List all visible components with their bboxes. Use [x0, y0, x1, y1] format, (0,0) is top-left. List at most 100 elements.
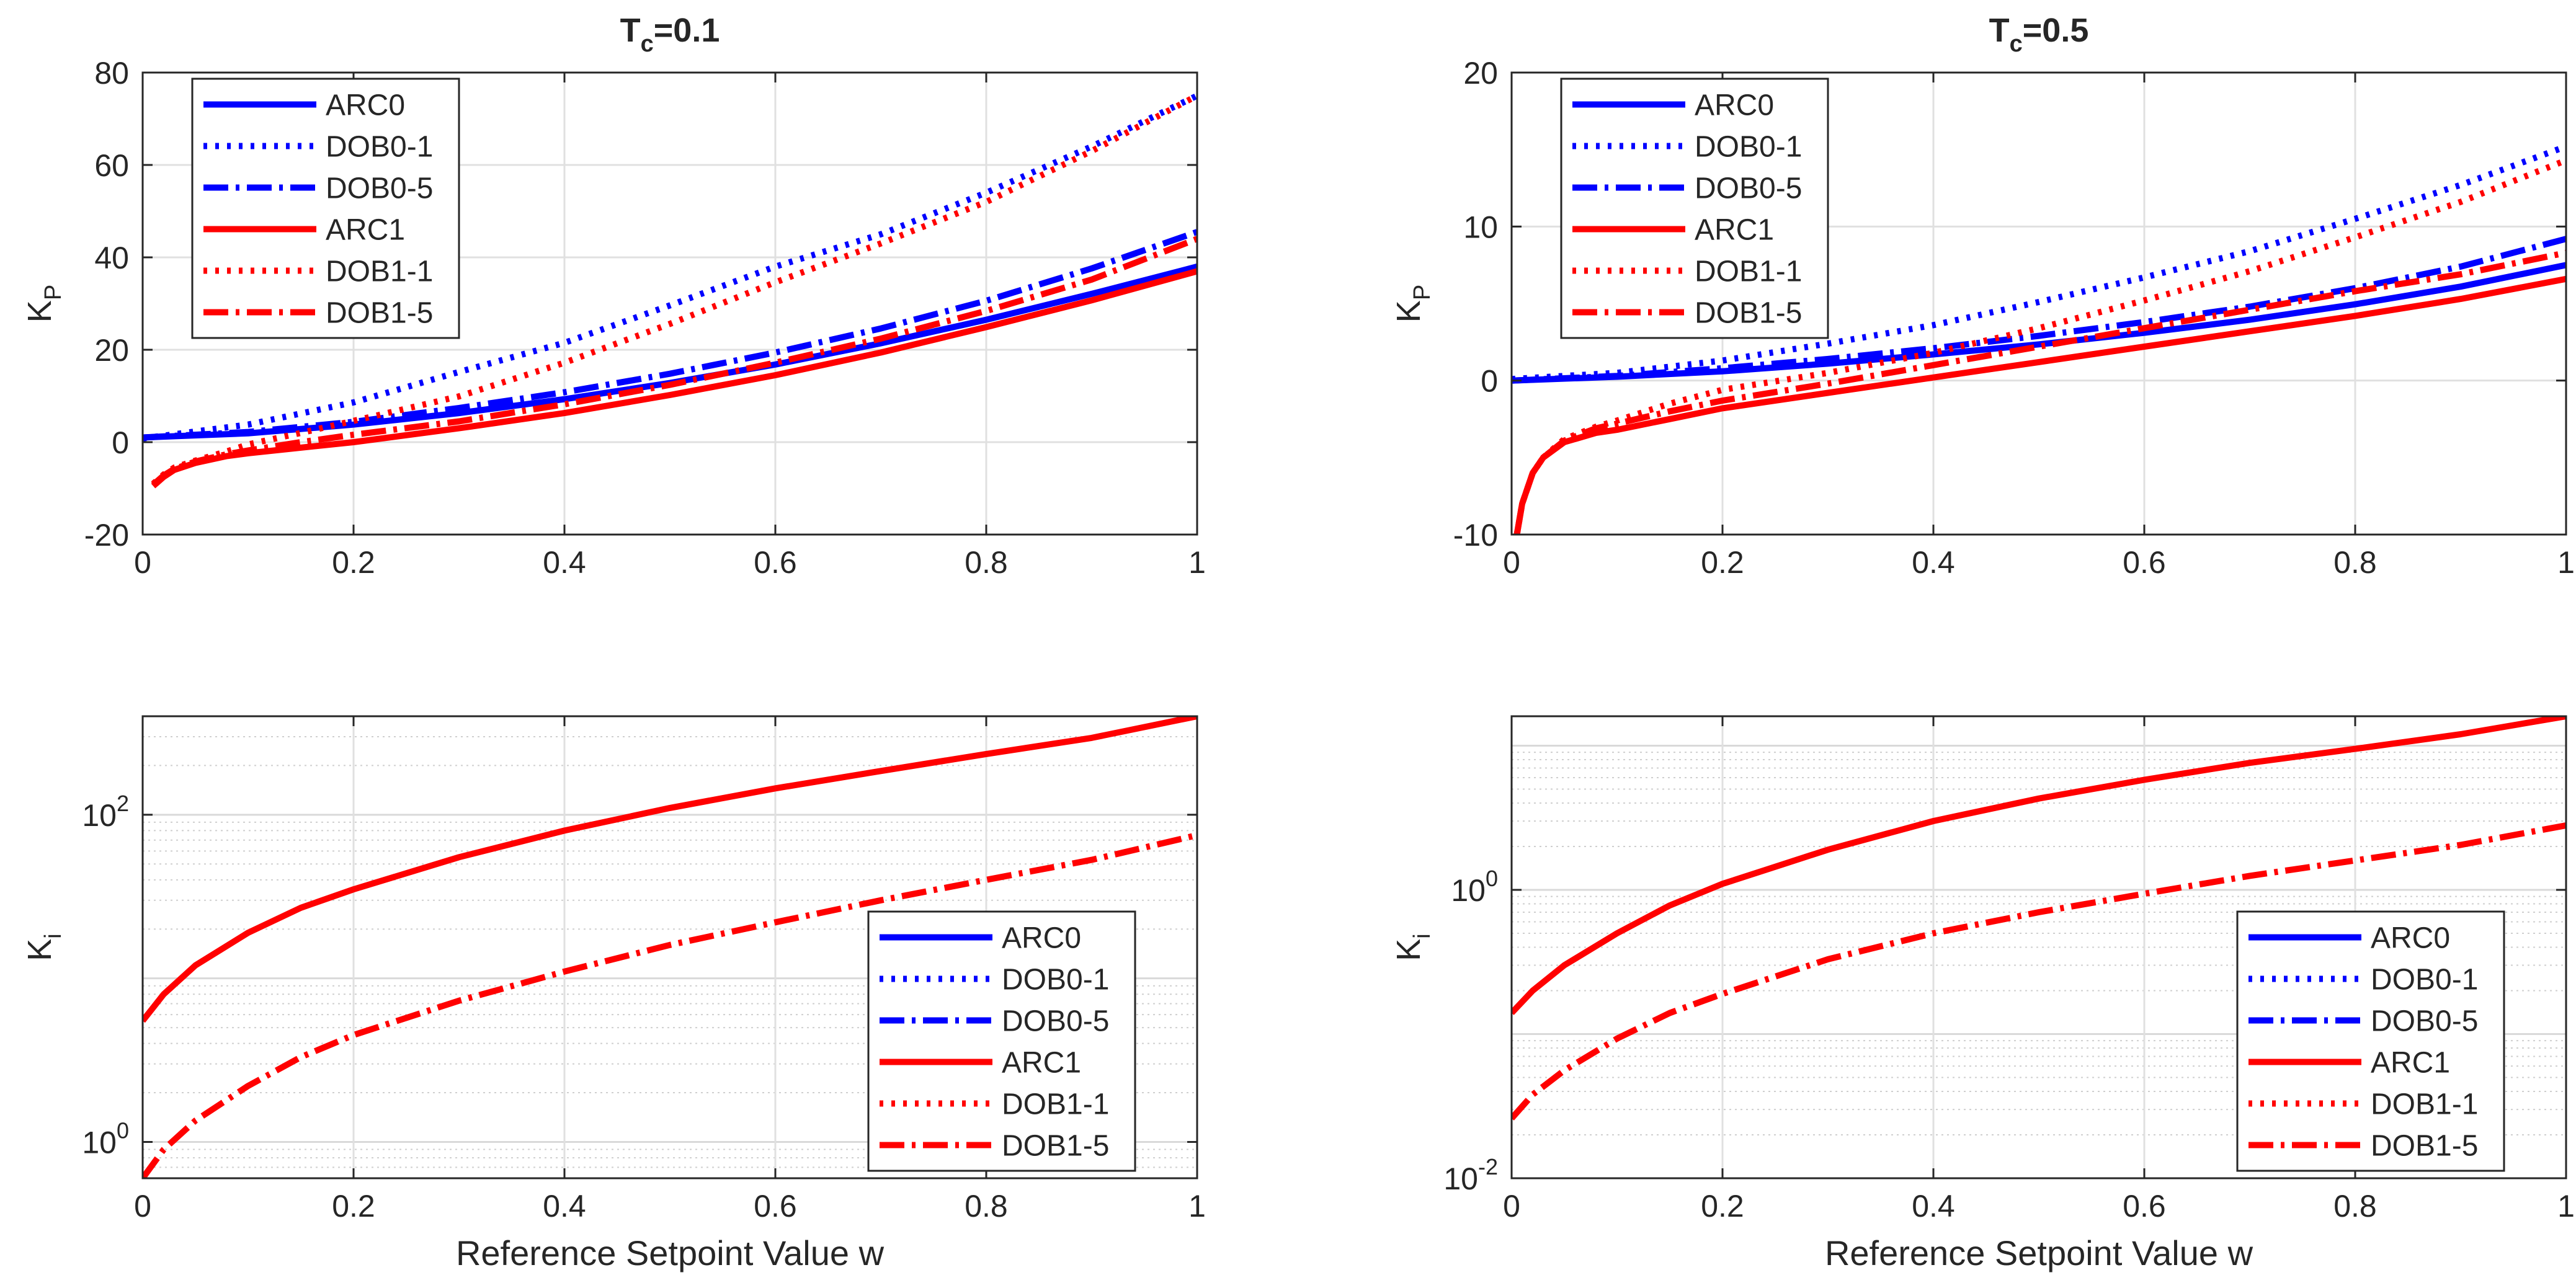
series-group — [143, 92, 1197, 489]
y-tick-label: 20 — [94, 333, 129, 368]
legend-label-dob0-1: DOB0-1 — [1695, 131, 1802, 164]
x-tick-label: 0.4 — [543, 545, 586, 580]
series-arc1-line — [1512, 716, 2566, 1015]
legend-box — [867, 910, 1136, 1172]
series-dob1-5-line — [1513, 249, 2566, 535]
panel-kp-tc01: 0 0.2 0.4 0.6 0.8 1-20020406080KPTc=0.1ARC0DO… — [21, 12, 1206, 580]
y-tick-label: 10-2 — [1443, 1154, 1498, 1196]
series-dob1-1-line — [151, 92, 1197, 486]
legend-label-arc1: ARC1 — [2371, 1047, 2450, 1080]
y-tick-label: 100 — [82, 1117, 129, 1160]
x-tick-label: 1 — [2557, 1189, 2575, 1224]
x-tick-label: 0.6 — [2123, 545, 2166, 580]
legend-label-dob1-1: DOB1-1 — [1002, 1088, 1109, 1121]
y-tick-label: 80 — [94, 56, 129, 91]
axes-box — [141, 71, 1198, 536]
x-tick-label: 1 — [1188, 1189, 1206, 1224]
series-group — [143, 716, 1197, 1178]
x-tick-label: 0 — [134, 1189, 151, 1224]
y-axis-label: KP — [1390, 285, 1435, 322]
series-group — [1512, 143, 2566, 535]
x-tick-label: 0.8 — [2333, 1189, 2377, 1224]
x-axis-label: Reference Setpoint Value w — [456, 1233, 885, 1272]
y-tick-label: 100 — [1451, 866, 1498, 908]
legend-label-dob0-1: DOB0-1 — [1002, 964, 1109, 997]
legend-label-arc1: ARC1 — [1695, 214, 1774, 247]
legend-label-arc0: ARC0 — [2371, 922, 2450, 955]
legend-label-dob0-1: DOB0-1 — [326, 131, 433, 164]
y-axis-label: KP — [21, 285, 66, 322]
series-dob0-1-line — [1512, 143, 2566, 383]
legend-label-dob1-1: DOB1-1 — [2371, 1088, 2478, 1121]
x-tick-label: 0.6 — [2123, 1189, 2166, 1224]
series-arc1-line — [143, 716, 1197, 1023]
x-tick-label: 0.2 — [1701, 1189, 1744, 1224]
x-tick-label: 0.2 — [1701, 545, 1744, 580]
panel-title: Tc=0.5 — [1989, 12, 2089, 57]
x-tick-label: 0.4 — [543, 1189, 586, 1224]
legend-label-dob0-1: DOB0-1 — [2371, 964, 2478, 997]
legend-box — [191, 78, 460, 339]
legend: ARC0 DOB0-1 DOB0-5 ARC1 DOB1-1 DOB1-5 — [2236, 910, 2505, 1172]
y-axis-label: Ki — [1390, 933, 1435, 961]
legend-label-dob0-5: DOB0-5 — [1695, 172, 1802, 205]
legend-label-dob0-5: DOB0-5 — [1002, 1005, 1109, 1038]
y-tick-label: -10 — [1453, 518, 1498, 553]
y-tick-label: 0 — [1481, 364, 1498, 399]
panel-ki-tc05: 0 0.2 0.4 0.6 0.8 1 10-2 100 Ki Reference Setpoin… — [1390, 715, 2575, 1272]
legend-label-arc0: ARC0 — [1695, 89, 1774, 122]
axes-box — [141, 715, 1198, 1179]
x-tick-label: 0.4 — [1912, 1189, 1955, 1224]
axes-box — [1510, 71, 2567, 536]
x-tick-label: 0 — [1503, 1189, 1520, 1224]
x-tick-label: 0 — [134, 545, 151, 580]
x-tick-label: 1 — [1188, 545, 1206, 580]
legend-label-arc1: ARC1 — [326, 214, 405, 247]
series-dob0-1-line — [143, 92, 1197, 442]
legend-label-arc0: ARC0 — [1002, 922, 1081, 955]
legend: ARC0 DOB0-1 DOB0-5 ARC1 DOB1-1 DOB1-5 — [1560, 78, 1829, 339]
legend-label-dob1-5: DOB1-5 — [2371, 1130, 2478, 1163]
legend-label-dob1-1: DOB1-1 — [1695, 255, 1802, 288]
legend-box — [1560, 78, 1829, 339]
legend-label-dob1-1: DOB1-1 — [326, 255, 433, 288]
y-axis-label: Ki — [21, 933, 66, 961]
y-tick-label: 20 — [1463, 56, 1498, 91]
y-tick-label: -20 — [84, 518, 129, 553]
y-tick-label: 60 — [94, 148, 129, 183]
legend-label-arc1: ARC1 — [1002, 1047, 1081, 1080]
y-tick-label: 102 — [82, 791, 129, 833]
legend: ARC0 DOB0-1 DOB0-5 ARC1 DOB1-1 DOB1-5 — [867, 910, 1136, 1172]
series-group — [1512, 716, 2566, 1121]
x-tick-label: 1 — [2557, 545, 2575, 580]
x-axis-label: Reference Setpoint Value w — [1825, 1233, 2253, 1272]
x-tick-label: 0.2 — [332, 545, 375, 580]
series-dob0-5-line — [1512, 236, 2566, 384]
series-dob1-5-line — [1512, 822, 2566, 1121]
legend-label-dob1-5: DOB1-5 — [326, 297, 433, 330]
panel-title: Tc=0.1 — [620, 12, 720, 57]
legend-label-dob0-5: DOB0-5 — [326, 172, 433, 205]
series-dob0-5-line — [143, 229, 1197, 441]
legend: ARC0 DOB0-1 DOB0-5 ARC1 DOB1-1 DOB1-5 — [191, 78, 460, 339]
legend-label-dob1-5: DOB1-5 — [1695, 297, 1802, 330]
legend-box — [2236, 910, 2505, 1172]
x-tick-label: 0.8 — [965, 545, 1008, 580]
x-tick-label: 0.6 — [754, 1189, 797, 1224]
y-tick-label: 0 — [112, 425, 129, 460]
panel-ki-tc01: 0 0.2 0.4 0.6 0.8 1 100 102 Ki Reference Setpoint… — [21, 715, 1206, 1272]
y-tick-label: 10 — [1463, 210, 1498, 244]
y-tick-label: 40 — [94, 241, 129, 275]
legend-label-dob1-5: DOB1-5 — [1002, 1130, 1109, 1163]
series-dob1-5-line — [151, 236, 1197, 487]
x-tick-label: 0 — [1503, 545, 1520, 580]
series-dob1-5-line — [143, 832, 1197, 1178]
x-tick-label: 0.6 — [754, 545, 797, 580]
panel-kp-tc05: 0 0.2 0.4 0.6 0.8 1-1001020KPTc=0.5ARC0DOB0-1… — [1390, 12, 2575, 580]
legend-label-arc0: ARC0 — [326, 89, 405, 122]
axes-box — [1510, 715, 2567, 1179]
x-tick-label: 0.8 — [2333, 545, 2377, 580]
legend-label-dob0-5: DOB0-5 — [2371, 1005, 2478, 1038]
x-tick-label: 0.4 — [1912, 545, 1955, 580]
x-tick-label: 0.8 — [965, 1189, 1008, 1224]
